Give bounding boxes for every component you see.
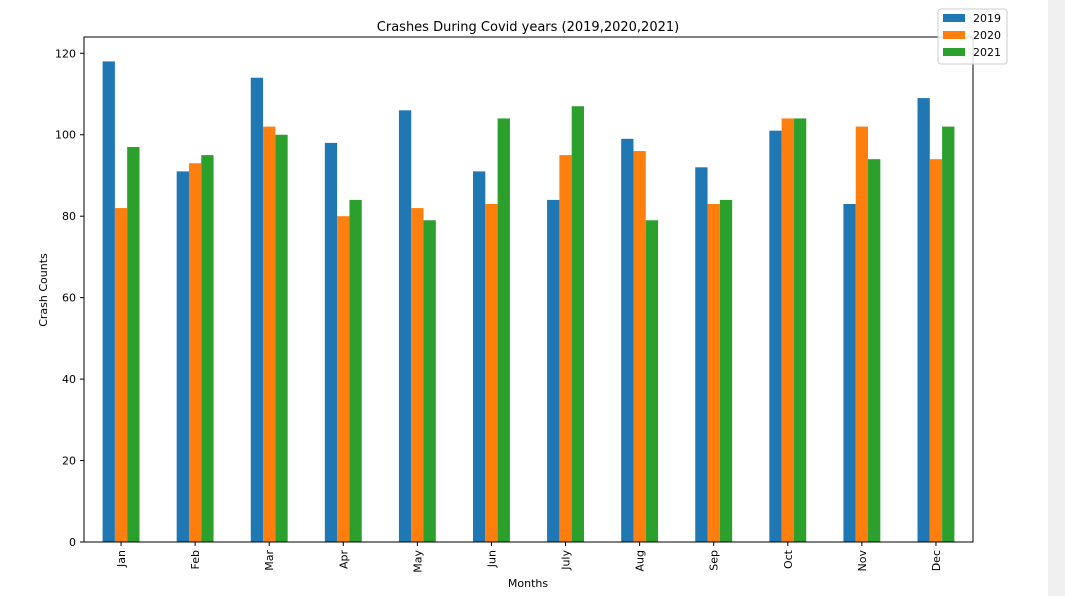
legend-label-2021: 2021 xyxy=(973,46,1001,59)
bars-layer xyxy=(102,61,955,543)
x-tick-label-Sep: Sep xyxy=(708,550,721,571)
bar-2021-Dec xyxy=(942,126,955,542)
y-tick-label: 100 xyxy=(55,129,76,142)
bar-2021-Jun xyxy=(497,118,510,543)
bar-2019-Feb xyxy=(176,171,189,543)
window-edge xyxy=(1048,0,1065,596)
y-tick-label: 120 xyxy=(55,47,76,60)
bar-2019-July xyxy=(547,199,560,542)
legend-swatch-2021 xyxy=(943,48,965,56)
y-tick-label: 80 xyxy=(62,210,76,223)
bar-2019-Dec xyxy=(917,98,930,542)
bar-2019-Jun xyxy=(473,171,486,543)
x-axis-label: Months xyxy=(508,577,548,590)
x-tick-label-Dec: Dec xyxy=(930,550,943,571)
bar-2020-Aug xyxy=(633,151,646,542)
y-tick-label: 40 xyxy=(62,373,76,386)
bar-2020-Sep xyxy=(707,203,720,542)
bar-2019-Apr xyxy=(324,142,338,543)
bar-2019-Aug xyxy=(621,138,634,542)
x-tick-label-Jan: Jan xyxy=(115,550,128,568)
x-tick-label-Nov: Nov xyxy=(856,550,869,572)
bar-2019-Sep xyxy=(695,167,708,543)
bar-2020-July xyxy=(559,155,572,542)
bar-2019-Mar xyxy=(250,77,264,543)
y-axis-label: Crash Counts xyxy=(37,253,50,327)
bar-2021-July xyxy=(571,106,584,542)
legend-swatch-2020 xyxy=(943,31,965,39)
bar-2020-May xyxy=(411,208,424,542)
y-tick-label: 0 xyxy=(69,536,76,549)
bar-2020-Oct xyxy=(781,118,794,543)
bar-2020-Dec xyxy=(929,159,943,542)
bar-2019-Jan xyxy=(102,61,115,542)
x-tick-label-Mar: Mar xyxy=(263,550,276,571)
bar-2020-Jan xyxy=(114,208,128,542)
bar-2020-Jun xyxy=(485,203,498,542)
bar-2021-Mar xyxy=(275,134,288,542)
bar-2020-Mar xyxy=(263,126,276,542)
bar-2021-Nov xyxy=(868,159,881,542)
bar-2021-Oct xyxy=(793,118,807,543)
chart-title: Crashes During Covid years (2019,2020,20… xyxy=(377,20,679,35)
x-tick-label-July: July xyxy=(560,550,573,571)
x-tick-label-Aug: Aug xyxy=(634,550,647,571)
bar-2021-Feb xyxy=(201,155,214,542)
bar-2021-Sep xyxy=(719,199,733,542)
bar-2020-Apr xyxy=(337,216,350,542)
plot-frame xyxy=(83,36,974,543)
bar-2021-Apr xyxy=(349,199,362,542)
x-tick-label-Oct: Oct xyxy=(782,549,795,569)
bar-2021-May xyxy=(423,220,436,543)
x-tick-label-Jun: Jun xyxy=(485,550,498,568)
bar-2019-Oct xyxy=(769,130,782,542)
bar-2019-May xyxy=(398,110,412,542)
bar-2021-Jan xyxy=(127,146,140,543)
legend-label-2020: 2020 xyxy=(973,29,1001,42)
x-tick-label-May: May xyxy=(411,550,424,573)
bar-2019-Nov xyxy=(843,203,856,542)
bar-2021-Aug xyxy=(645,220,659,543)
y-tick-label: 20 xyxy=(62,455,76,468)
y-tick-label: 60 xyxy=(62,292,76,305)
legend: 2019 2020 2021 xyxy=(937,8,1008,65)
legend-swatch-2019 xyxy=(943,14,965,22)
bar-2020-Nov xyxy=(855,126,869,542)
legend-label-2019: 2019 xyxy=(973,12,1001,25)
ticks-layer: 0 20 40 60 80 100 120 Jan Feb Mar Apr May Jun July Aug… xyxy=(55,47,943,572)
x-tick-label-Feb: Feb xyxy=(189,550,202,569)
x-tick-label-Apr: Apr xyxy=(337,550,350,570)
bar-2020-Feb xyxy=(188,163,202,542)
